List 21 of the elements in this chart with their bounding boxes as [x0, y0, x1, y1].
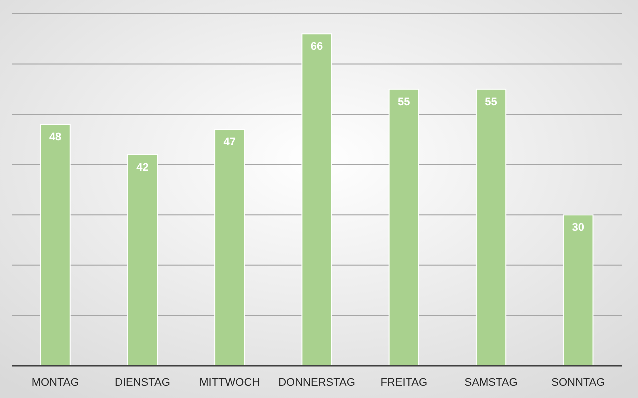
x-tick-label: MITTWOCH	[200, 377, 260, 389]
x-tick-label: DONNERSTAG	[278, 377, 356, 389]
bar	[40, 124, 71, 366]
bar	[563, 214, 594, 366]
bar	[476, 88, 507, 366]
data-label: 30	[572, 222, 585, 234]
data-label: 48	[49, 132, 62, 144]
x-tick-label: DIENSTAG	[115, 377, 170, 389]
x-tick-label: SAMSTAG	[464, 377, 518, 389]
data-label: 55	[398, 96, 410, 108]
data-label: 47	[224, 136, 236, 149]
x-tick-label: SONNTAG	[552, 377, 606, 389]
bar	[388, 88, 420, 366]
bar	[127, 154, 158, 366]
bar	[302, 34, 332, 366]
x-tick-label: FREITAG	[380, 377, 428, 389]
data-label: 66	[310, 41, 324, 54]
data-label: 42	[136, 162, 149, 174]
x-tick-label: MONTAG	[32, 377, 80, 389]
data-label: 55	[485, 96, 498, 108]
bar	[214, 129, 246, 366]
